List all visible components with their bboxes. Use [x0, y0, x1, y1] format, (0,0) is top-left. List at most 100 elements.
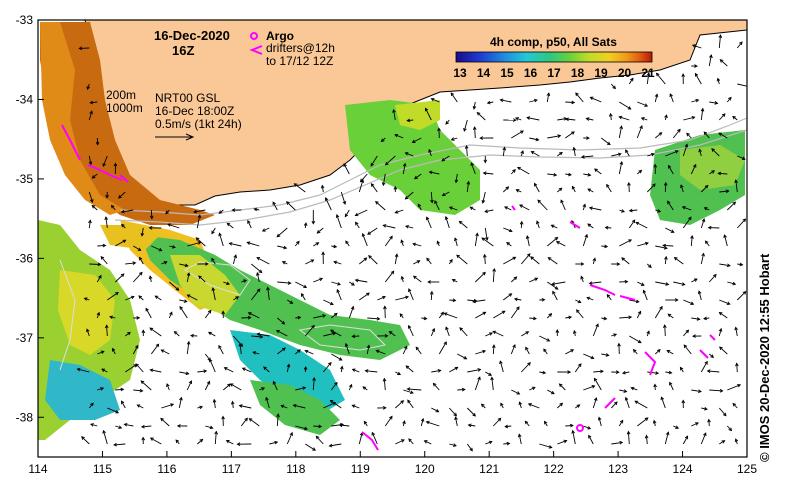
argo-float — [576, 424, 584, 432]
current-vector-head — [628, 208, 633, 213]
current-vector — [474, 233, 478, 247]
current-vector — [272, 381, 278, 391]
current-vector — [330, 382, 338, 391]
current-vector — [735, 327, 738, 337]
y-tick-label: -33 — [16, 13, 34, 27]
current-vector-head — [88, 161, 93, 166]
current-vector-head — [246, 241, 251, 245]
current-vector — [384, 236, 393, 247]
current-vector-head — [604, 244, 609, 249]
current-vector-head — [337, 282, 341, 286]
current-vector-head — [665, 282, 670, 286]
current-vector — [519, 204, 530, 211]
current-vector-head — [684, 143, 689, 148]
current-vector-head — [456, 254, 460, 259]
model-time: 16-Dec 18:00Z — [155, 104, 234, 118]
current-vector-head — [430, 97, 435, 102]
current-vector-head — [138, 295, 143, 299]
current-vector-head — [695, 422, 699, 426]
current-vector-head — [297, 315, 302, 320]
current-vector — [352, 368, 360, 373]
current-vector-head — [645, 241, 649, 246]
current-vector-head — [364, 369, 369, 373]
current-vector-head — [118, 194, 122, 199]
current-vector — [133, 389, 143, 392]
current-vector-head — [207, 309, 212, 314]
current-vector — [429, 171, 440, 175]
current-vector — [413, 275, 422, 283]
current-vector-head — [120, 387, 125, 392]
current-vector-head — [553, 173, 558, 177]
current-vector — [472, 299, 486, 303]
current-vector-head — [256, 332, 261, 337]
current-vector — [672, 129, 681, 139]
current-vector-head — [95, 141, 100, 146]
current-vector-head — [621, 209, 625, 213]
current-vector — [133, 245, 141, 251]
current-vector-head — [488, 372, 493, 376]
current-vector — [239, 405, 252, 409]
current-vector — [583, 385, 595, 391]
current-vector — [451, 137, 458, 141]
current-vector-head — [193, 209, 198, 214]
current-vector-head — [488, 440, 493, 445]
current-vector-head — [115, 291, 119, 296]
current-vector-head — [371, 431, 375, 436]
current-vector — [601, 353, 609, 356]
current-vector — [402, 346, 408, 355]
current-vector-head — [476, 111, 481, 116]
current-vector-head — [344, 342, 349, 347]
current-vector-head — [588, 206, 593, 210]
current-vector-head — [160, 417, 164, 422]
current-vector-head — [241, 367, 246, 371]
current-vector — [601, 245, 608, 248]
current-vector-head — [706, 369, 711, 373]
current-vector-head — [592, 257, 597, 262]
current-vector-head — [381, 182, 386, 187]
current-vector — [232, 254, 237, 265]
current-vector — [425, 108, 432, 121]
current-vector — [611, 441, 623, 445]
current-vector-head — [304, 426, 309, 431]
current-vector-head — [737, 383, 742, 388]
current-vector — [125, 296, 135, 301]
current-vector-head — [90, 402, 94, 407]
current-vector-head — [555, 241, 560, 245]
current-vector — [682, 216, 692, 229]
current-vector — [420, 418, 424, 427]
current-vector — [581, 155, 594, 158]
current-vector — [646, 183, 656, 193]
current-vector-head — [703, 432, 707, 437]
current-vector-head — [482, 253, 487, 258]
current-vector-head — [568, 172, 572, 177]
current-vector — [557, 440, 567, 445]
current-vector-head — [728, 96, 732, 101]
current-vector — [295, 387, 306, 391]
current-vector — [525, 347, 530, 355]
current-vector — [537, 199, 548, 211]
current-vector-head — [367, 231, 371, 235]
current-vector — [556, 402, 563, 409]
current-vector — [547, 237, 558, 247]
current-vector — [223, 281, 230, 285]
current-vector — [520, 362, 531, 373]
current-vector — [719, 263, 730, 267]
x-tick-label: 120 — [415, 462, 435, 476]
current-vector-head — [319, 277, 324, 282]
current-vector — [161, 403, 174, 409]
current-vector — [371, 432, 378, 445]
current-vector — [150, 209, 153, 219]
current-vector-head — [613, 401, 618, 406]
current-vector — [414, 173, 422, 180]
current-vector-head — [707, 225, 712, 230]
current-vector-head — [520, 150, 524, 154]
current-vector — [510, 169, 516, 175]
current-vector — [589, 207, 602, 211]
current-vector — [575, 299, 581, 303]
current-vector-head — [734, 179, 738, 184]
current-vectors — [76, 34, 747, 452]
current-vector-head — [318, 424, 323, 429]
current-vector — [705, 240, 710, 247]
current-vector — [295, 281, 307, 288]
current-vector — [735, 180, 738, 193]
